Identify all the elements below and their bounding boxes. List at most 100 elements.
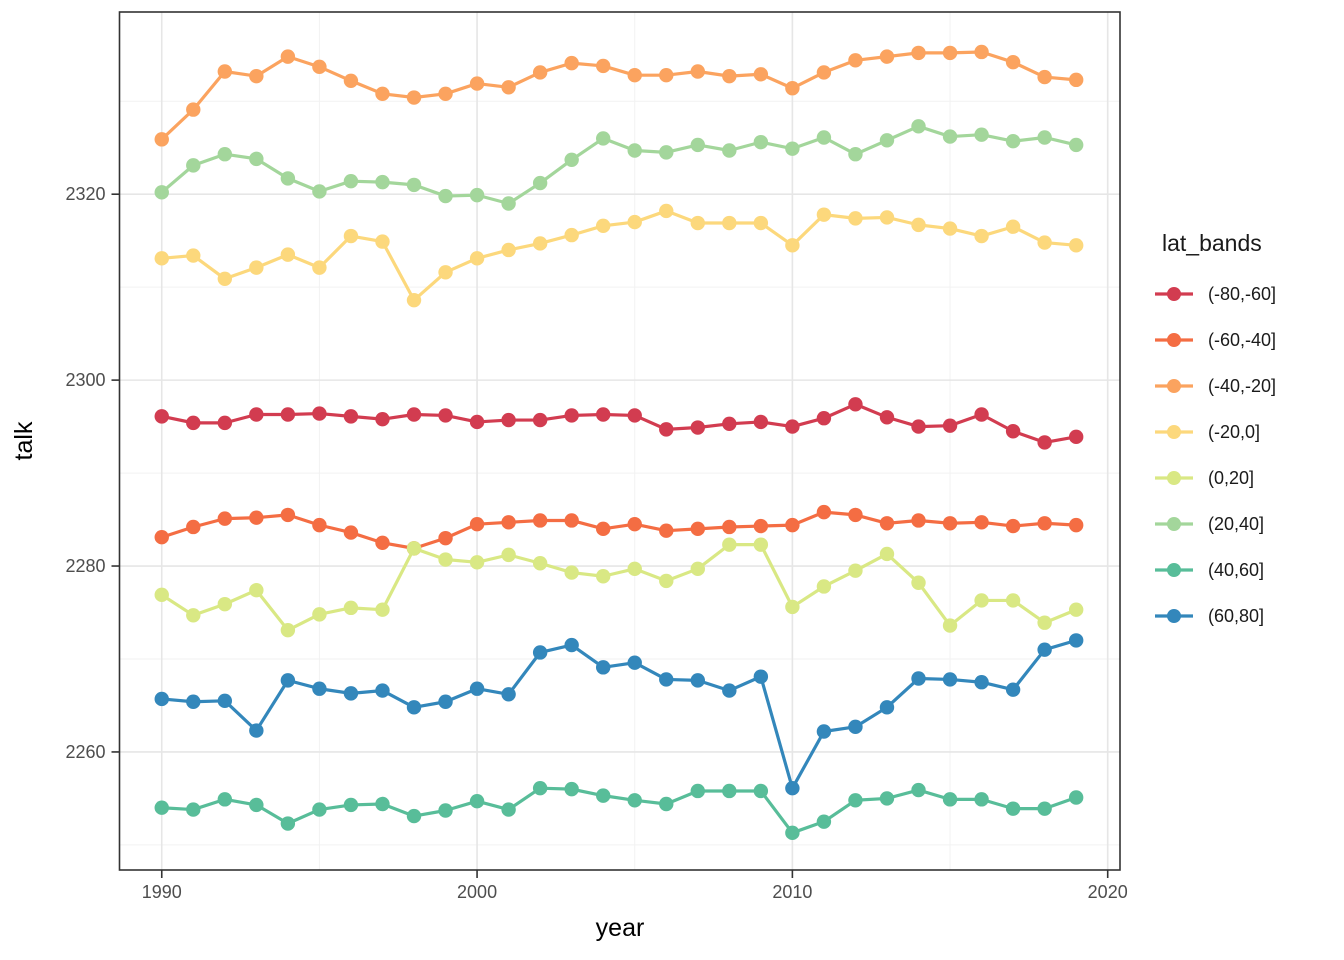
data-point-series-7: [186, 694, 201, 709]
data-point-series-5: [659, 145, 674, 160]
data-point-series-0: [627, 408, 642, 423]
data-point-series-6: [627, 793, 642, 808]
data-point-series-1: [154, 530, 169, 545]
data-point-series-3: [469, 251, 485, 266]
data-point-series-5: [879, 133, 895, 148]
data-point-series-5: [595, 131, 611, 146]
data-point-series-0: [1068, 429, 1084, 445]
data-point-series-0: [879, 410, 895, 425]
y-tick-label: 2300: [65, 370, 105, 390]
legend-key-icon: [1155, 379, 1193, 393]
data-point-series-6: [1005, 801, 1021, 816]
data-point-series-1: [375, 535, 390, 550]
data-point-series-0: [375, 411, 390, 427]
data-point-series-2: [911, 45, 926, 61]
data-point-series-3: [217, 271, 233, 286]
data-point-series-3: [280, 247, 296, 262]
data-point-series-4: [375, 602, 390, 617]
data-point-series-1: [1068, 517, 1084, 533]
data-point-series-4: [406, 541, 422, 556]
data-point-series-2: [659, 68, 674, 83]
data-point-series-2: [816, 65, 832, 80]
data-point-series-6: [974, 792, 989, 807]
data-point-series-7: [753, 669, 769, 684]
legend-key-point: [1167, 517, 1181, 531]
data-point-series-7: [848, 719, 863, 735]
data-point-series-5: [469, 187, 485, 203]
x-tick-label: 2000: [457, 882, 497, 902]
data-point-series-2: [312, 59, 327, 75]
legend-item-label: (-40,-20]: [1208, 375, 1277, 396]
data-point-series-5: [154, 185, 169, 200]
data-point-series-4: [753, 537, 769, 552]
data-point-series-1: [469, 516, 485, 532]
panel-background: [119, 12, 1120, 870]
data-point-series-4: [312, 607, 327, 622]
panel-border: [118, 11, 1121, 871]
data-point-series-0: [848, 397, 863, 412]
data-point-series-3: [595, 218, 611, 234]
data-point-series-2: [974, 44, 989, 60]
legend-key-point: [1167, 333, 1181, 347]
data-point-series-5: [785, 141, 800, 156]
data-point-series-5: [1068, 137, 1084, 153]
data-point-series-2: [627, 68, 642, 83]
data-point-series-6: [1068, 790, 1084, 805]
data-point-series-4: [469, 555, 485, 570]
x-tick-label: 1990: [142, 882, 182, 902]
data-point-series-1: [249, 510, 264, 525]
data-point-series-3: [375, 234, 390, 249]
data-point-series-7: [406, 700, 422, 715]
data-point-series-4: [343, 600, 359, 616]
data-point-series-0: [501, 412, 516, 428]
data-point-series-0: [343, 409, 359, 424]
legend-item-7: (60,80]: [1152, 593, 1276, 639]
data-point-series-5: [690, 137, 705, 153]
legend-item-label: (60,80]: [1208, 605, 1265, 626]
data-point-series-5: [942, 129, 958, 144]
data-point-series-1: [312, 517, 327, 533]
data-point-series-3: [753, 215, 769, 231]
data-point-series-3: [974, 228, 989, 244]
data-point-series-0: [469, 414, 485, 430]
data-point-series-7: [154, 691, 169, 707]
data-point-series-4: [280, 622, 296, 638]
data-point-series-0: [785, 419, 800, 434]
data-point-series-4: [249, 582, 264, 598]
data-point-series-1: [753, 518, 769, 534]
data-point-series-5: [564, 152, 579, 168]
data-point-series-3: [312, 260, 327, 275]
data-point-series-2: [564, 55, 579, 71]
data-point-series-1: [659, 523, 674, 538]
legend-key-icon: [1155, 287, 1193, 301]
data-point-series-3: [785, 238, 800, 253]
data-point-series-2: [186, 102, 201, 117]
data-point-series-7: [438, 694, 453, 709]
data-point-series-5: [501, 196, 516, 211]
data-point-series-4: [1005, 593, 1021, 608]
data-point-series-5: [249, 151, 264, 167]
data-point-series-2: [879, 49, 895, 64]
y-tick-label: 2280: [65, 556, 105, 576]
data-point-series-0: [564, 408, 579, 423]
legend-item-6: (40,60]: [1152, 547, 1276, 593]
data-point-series-1: [848, 507, 863, 523]
data-point-series-0: [312, 406, 327, 421]
data-point-series-4: [532, 556, 548, 571]
legend-key-point: [1167, 379, 1181, 393]
data-point-series-3: [942, 221, 958, 236]
data-point-series-1: [564, 513, 579, 528]
data-point-series-4: [879, 546, 895, 562]
data-point-series-2: [375, 86, 390, 102]
data-point-series-6: [595, 788, 611, 803]
data-point-series-6: [879, 791, 895, 806]
legend-title: lat_bands: [1162, 230, 1262, 256]
data-point-series-2: [1037, 69, 1052, 85]
data-point-series-0: [816, 411, 832, 426]
data-point-series-2: [942, 45, 958, 61]
data-point-series-7: [501, 687, 516, 702]
data-point-series-5: [816, 130, 832, 145]
data-point-series-5: [911, 119, 926, 134]
data-point-series-2: [532, 65, 548, 80]
